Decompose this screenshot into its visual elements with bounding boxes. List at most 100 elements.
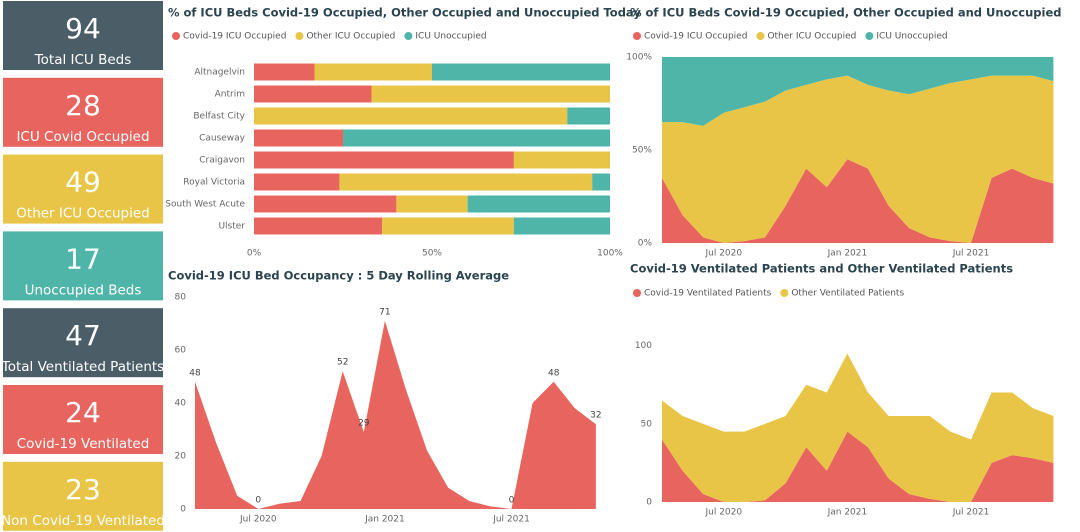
data-label: 0 [509, 496, 515, 506]
x-tick-label: Jul 2020 [704, 249, 742, 259]
kpi-label: Non Covid-19 Ventilated [1, 513, 165, 529]
area-series [662, 159, 1054, 243]
kpi-value: 94 [65, 12, 101, 45]
legend-label: Covid-19 Ventilated Patients [644, 289, 772, 299]
y-tick-label: 0% [638, 239, 653, 249]
bar-segment [339, 173, 593, 191]
bar-segment [513, 151, 610, 169]
bar-segment [254, 129, 343, 147]
x-tick-label: Jul 2021 [952, 508, 990, 518]
kpi-value: 24 [65, 396, 101, 429]
legend-swatch [865, 32, 874, 40]
legend-swatch [780, 289, 789, 297]
bar-segment [467, 195, 610, 213]
y-tick-label: 100 [635, 341, 652, 351]
kpi-card [3, 1, 163, 70]
y-tick-label: 0 [180, 505, 186, 515]
bar-segment [382, 217, 514, 235]
bar-segment [396, 195, 468, 213]
data-label: 52 [337, 358, 348, 368]
bar-segment [254, 151, 514, 169]
category-label: South West Acute [165, 200, 245, 210]
area-series [662, 353, 1054, 502]
bar-segment [254, 173, 340, 191]
kpi-label: Total Ventilated Patients [1, 359, 164, 375]
area-series [662, 75, 1054, 243]
kpi-label: Other ICU Occupied [16, 206, 149, 222]
chart-title: % of ICU Beds Covid-19 Occupied, Other O… [168, 6, 641, 20]
legend-label: Covid-19 ICU Occupied [644, 32, 747, 42]
x-tick-label: Jul 2021 [952, 249, 990, 259]
kpi-value: 28 [65, 89, 101, 122]
area-series [195, 320, 596, 509]
y-tick-label: 80 [175, 293, 187, 303]
legend-label: ICU Unoccupied [876, 32, 947, 42]
kpi-card [3, 154, 163, 224]
chart-title: Covid-19 Ventilated Patients and Other V… [630, 262, 1013, 276]
category-label: Antrim [215, 90, 245, 100]
legend-swatch [404, 32, 413, 40]
bar-segment [254, 63, 315, 81]
x-tick-label: Jul 2020 [239, 515, 277, 525]
data-label: 0 [255, 496, 261, 506]
kpi-value: 47 [65, 319, 101, 352]
kpi-card [3, 77, 163, 147]
x-tick-label: 0% [247, 249, 262, 259]
kpi-card [3, 231, 163, 301]
y-tick-label: 0 [646, 498, 652, 508]
category-label: Altnagelvin [194, 68, 245, 78]
data-label: 71 [379, 307, 390, 317]
area-series [662, 431, 1054, 502]
bar-segment [592, 173, 610, 191]
legend-swatch [756, 32, 765, 40]
x-tick-label: Jul 2020 [704, 508, 742, 518]
x-tick-label: Jan 2021 [827, 508, 868, 518]
kpi-value: 17 [65, 242, 101, 275]
kpi-label: Covid-19 Ventilated [17, 436, 150, 452]
legend-label: Other ICU Occupied [306, 32, 395, 42]
y-tick-label: 20 [175, 452, 187, 462]
kpi-value: 49 [65, 166, 101, 199]
legend-swatch [295, 32, 304, 40]
chart-title: Covid-19 ICU Bed Occupancy : 5 Day Rolli… [168, 269, 509, 283]
bar-segment [432, 63, 610, 81]
category-label: Causeway [199, 134, 246, 144]
legend-label: ICU Unoccupied [415, 32, 486, 42]
kpi-card [3, 308, 163, 378]
data-label: 32 [590, 411, 601, 421]
bar-segment [343, 129, 610, 147]
data-label: 29 [358, 419, 370, 429]
kpi-label: Unoccupied Beds [25, 282, 142, 298]
bar-segment [513, 217, 610, 235]
bar-segment [254, 195, 397, 213]
bar-segment [371, 85, 610, 103]
x-tick-label: Jan 2021 [364, 515, 405, 525]
category-label: Royal Victoria [183, 178, 245, 188]
legend-label: Other ICU Occupied [767, 32, 856, 42]
bar-segment [254, 217, 383, 235]
kpi-card [3, 461, 163, 531]
x-tick-label: 100% [597, 249, 623, 259]
y-tick-label: 60 [175, 346, 187, 356]
bar-segment [314, 63, 432, 81]
y-tick-label: 100% [626, 53, 652, 63]
area-series [662, 57, 1054, 126]
x-tick-label: 50% [422, 249, 442, 259]
chart-title: % of ICU Beds Covid-19 Occupied, Other O… [630, 6, 1061, 20]
x-tick-label: Jan 2021 [827, 249, 868, 259]
kpi-label: Total ICU Beds [34, 52, 132, 68]
y-tick-label: 40 [175, 399, 187, 409]
legend-swatch [633, 32, 641, 40]
legend-swatch [172, 32, 180, 40]
category-label: Craigavon [199, 156, 245, 166]
kpi-card [3, 385, 163, 454]
y-tick-label: 50 [641, 419, 653, 429]
bar-segment [254, 85, 372, 103]
y-tick-label: 50% [632, 146, 652, 156]
legend-swatch [633, 289, 641, 297]
bar-segment [567, 107, 610, 125]
bar-segment [254, 107, 568, 125]
data-label: 48 [189, 368, 201, 378]
